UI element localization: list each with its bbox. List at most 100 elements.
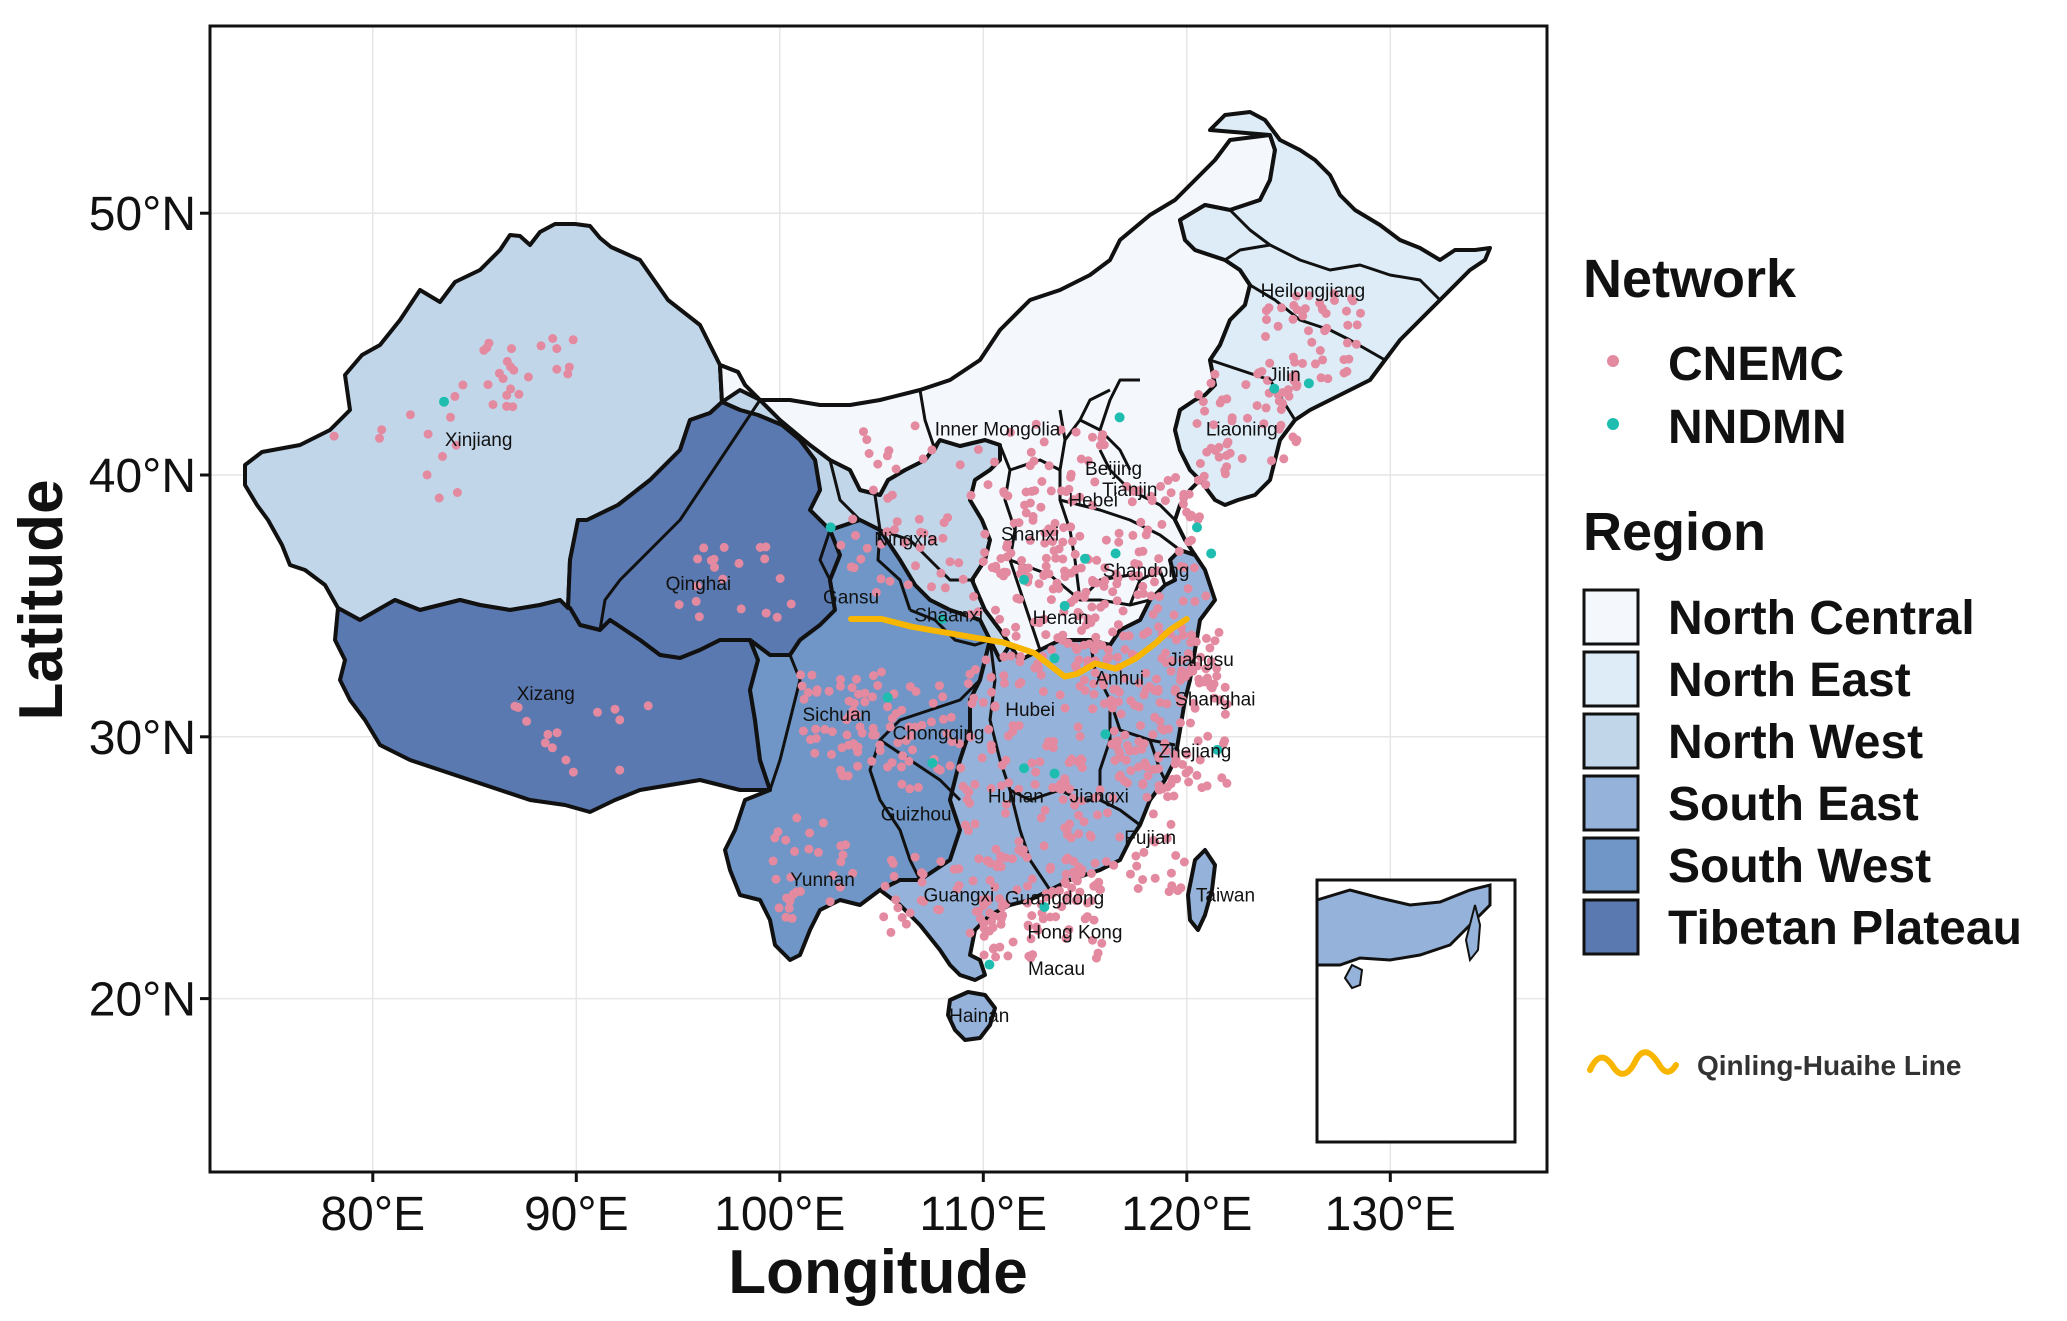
cnemc-station-point (883, 493, 893, 503)
cnemc-station-point (761, 608, 771, 618)
cnemc-station-point (1045, 864, 1055, 874)
cnemc-station-point (458, 380, 468, 390)
cnemc-station-point (1051, 553, 1061, 563)
cnemc-station-point (1304, 326, 1313, 336)
cnemc-station-point (593, 707, 602, 717)
cnemc-station-point (1351, 339, 1361, 349)
cnemc-station-point (718, 574, 728, 584)
cnemc-station-point (1072, 896, 1082, 905)
cnemc-station-point (1091, 793, 1101, 802)
cnemc-station-point (1057, 486, 1066, 496)
cnemc-station-point (1061, 894, 1071, 904)
cnemc-station-point (811, 734, 821, 743)
cnemc-station-point (1352, 320, 1362, 330)
cnemc-station-point (510, 701, 520, 711)
cnemc-station-point (1001, 899, 1011, 909)
nndmn-station-point (1114, 412, 1125, 423)
cnemc-station-point (1130, 746, 1140, 756)
cnemc-station-point (818, 818, 828, 828)
legend-region-north-east: North East (1582, 650, 1911, 708)
cnemc-station-point (803, 688, 813, 697)
province-label: Inner Mongolia (935, 420, 1061, 441)
cnemc-station-point (1279, 454, 1289, 464)
x-axis-title: Longitude (728, 1238, 1028, 1307)
cnemc-station-point (965, 928, 975, 938)
cnemc-station-point (329, 431, 339, 441)
cnemc-station-point (868, 485, 878, 495)
province-label: Guizhou (881, 805, 952, 826)
cnemc-station-point (1108, 703, 1117, 713)
cnemc-station-point (1041, 630, 1051, 640)
cnemc-station-point (820, 724, 830, 734)
cnemc-station-point (842, 715, 852, 725)
cnemc-station-point (987, 917, 996, 927)
cnemc-station-point (1160, 496, 1170, 506)
cnemc-station-point (563, 369, 573, 379)
cnemc-station-point (1289, 300, 1299, 310)
cnemc-station-point (1001, 799, 1011, 809)
cnemc-station-point (1046, 486, 1056, 496)
cnemc-station-point (1148, 809, 1158, 819)
cnemc-station-point (884, 446, 894, 456)
cnemc-station-point (1195, 755, 1205, 765)
cnemc-station-point (1120, 645, 1130, 654)
cnemc-station-point (1036, 502, 1046, 512)
cnemc-station-point (1194, 390, 1203, 399)
cnemc-station-point (1113, 620, 1123, 630)
cnemc-station-point (1074, 810, 1083, 820)
cnemc-station-point (446, 412, 455, 422)
x-tick-label: 130°E (1325, 1188, 1456, 1241)
cnemc-station-point (1088, 704, 1098, 714)
cnemc-station-point (451, 440, 461, 450)
cnemc-station-point (962, 785, 972, 795)
cnemc-station-point (1184, 777, 1194, 787)
cnemc-station-point (1154, 785, 1164, 795)
cnemc-station-point (1141, 668, 1151, 678)
cnemc-station-point (880, 881, 890, 891)
cnemc-station-point (1201, 664, 1211, 674)
cnemc-station-point (781, 835, 791, 845)
cnemc-station-point (1148, 730, 1158, 740)
cnemc-station-point (1288, 432, 1298, 442)
cnemc-station-point (1088, 432, 1097, 442)
province-label: Liaoning (1206, 420, 1278, 441)
cnemc-station-point (1023, 881, 1033, 891)
cnemc-station-point (1014, 837, 1024, 846)
cnemc-station-point (1134, 702, 1144, 712)
cnemc-station-point (1114, 528, 1124, 538)
cnemc-station-point (968, 876, 978, 886)
cnemc-station-point (986, 672, 996, 682)
cnemc-station-point (1093, 948, 1103, 958)
cnemc-station-point (835, 882, 845, 892)
cnemc-station-point (755, 542, 765, 552)
cnemc-station-point (1115, 749, 1125, 759)
cnemc-station-point (1061, 855, 1071, 865)
cnemc-station-point (1222, 451, 1231, 460)
legend-region-south-west: South West (1582, 836, 1931, 894)
cnemc-station-point (1133, 884, 1143, 893)
cnemc-station-point (1081, 587, 1091, 597)
nndmn-station-point (1019, 574, 1029, 585)
cnemc-station-point (1048, 783, 1058, 793)
province-label: Xizang (517, 684, 575, 705)
cnemc-station-point (1167, 881, 1177, 891)
cnemc-station-point (1006, 651, 1016, 661)
cnemc-station-point (1026, 447, 1036, 457)
cnemc-station-point (983, 856, 993, 866)
cnemc-station-point (836, 675, 845, 684)
cnemc-station-point (1166, 779, 1176, 789)
cnemc-station-point (1138, 875, 1148, 885)
cnemc-station-point (940, 583, 950, 593)
cnemc-station-point (824, 686, 834, 696)
cnemc-station-point (804, 844, 814, 854)
cnemc-station-point (1037, 477, 1047, 486)
cnemc-station-point (1112, 579, 1122, 589)
cnemc-station-point (1119, 631, 1128, 641)
cnemc-station-point (1056, 779, 1065, 789)
province-label: Shanxi (1001, 524, 1059, 545)
cnemc-station-point (1067, 496, 1077, 506)
cnemc-station-point (875, 746, 885, 756)
qinling-huaihe-line (848, 616, 1190, 680)
cnemc-station-point (849, 563, 859, 573)
cnemc-station-point (1205, 643, 1215, 653)
